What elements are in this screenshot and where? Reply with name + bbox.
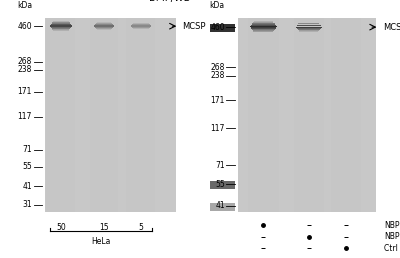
- Text: 171: 171: [210, 96, 225, 105]
- Bar: [252, 24, 275, 25]
- Bar: [132, 27, 150, 28]
- Text: 50: 50: [56, 223, 66, 232]
- Bar: [294, 18, 324, 212]
- Text: 460: 460: [17, 22, 32, 31]
- Bar: [251, 25, 276, 26]
- Text: 41: 41: [215, 201, 225, 211]
- Bar: [131, 25, 151, 26]
- Text: 268: 268: [210, 63, 225, 71]
- Text: 238: 238: [18, 65, 32, 74]
- Bar: [131, 26, 151, 27]
- Text: 238: 238: [210, 71, 225, 80]
- Bar: [96, 22, 112, 23]
- Bar: [248, 18, 278, 212]
- Bar: [238, 18, 376, 212]
- Bar: [254, 21, 273, 22]
- Bar: [252, 29, 274, 30]
- Bar: [45, 18, 176, 212]
- Bar: [250, 26, 277, 27]
- Bar: [298, 23, 319, 24]
- Bar: [95, 24, 113, 25]
- Text: NBP1-21361: NBP1-21361: [384, 221, 400, 230]
- Bar: [296, 25, 321, 26]
- Text: kDa: kDa: [17, 1, 32, 10]
- Bar: [52, 28, 70, 29]
- Bar: [90, 18, 118, 212]
- Bar: [133, 23, 149, 24]
- Bar: [298, 29, 320, 30]
- Bar: [254, 31, 274, 32]
- Bar: [52, 22, 70, 23]
- Bar: [298, 24, 320, 25]
- Text: NBP1-21362: NBP1-21362: [384, 232, 400, 241]
- Bar: [50, 24, 71, 25]
- Bar: [50, 25, 72, 26]
- Bar: [52, 29, 69, 30]
- Bar: [252, 23, 274, 24]
- Text: HeLa: HeLa: [91, 237, 110, 246]
- Bar: [52, 23, 70, 24]
- Text: 71: 71: [215, 161, 225, 170]
- Bar: [253, 30, 274, 31]
- Bar: [250, 27, 276, 28]
- Bar: [95, 27, 113, 28]
- Bar: [299, 31, 318, 32]
- Bar: [50, 26, 72, 27]
- Bar: [210, 181, 235, 189]
- Text: MCSP: MCSP: [383, 23, 400, 32]
- Bar: [95, 23, 113, 24]
- Bar: [331, 18, 361, 212]
- Bar: [299, 22, 319, 23]
- Text: 171: 171: [18, 87, 32, 96]
- Bar: [254, 32, 273, 33]
- Bar: [296, 26, 322, 27]
- Text: 55: 55: [215, 180, 225, 189]
- Bar: [210, 203, 235, 211]
- Text: 5: 5: [138, 223, 143, 232]
- Bar: [133, 28, 148, 29]
- Bar: [96, 28, 112, 29]
- Bar: [97, 29, 111, 30]
- Bar: [53, 21, 69, 22]
- Bar: [132, 24, 150, 25]
- Text: 268: 268: [18, 58, 32, 67]
- Bar: [94, 25, 114, 26]
- Text: kDa: kDa: [210, 1, 225, 10]
- Bar: [210, 24, 235, 32]
- Text: 15: 15: [99, 223, 109, 232]
- Bar: [51, 27, 70, 28]
- Text: 55: 55: [22, 162, 32, 171]
- Text: 31: 31: [22, 200, 32, 209]
- Bar: [297, 28, 320, 29]
- Bar: [296, 27, 322, 28]
- Bar: [299, 30, 319, 31]
- Text: 71: 71: [22, 146, 32, 155]
- Text: 460: 460: [210, 23, 225, 32]
- Bar: [94, 26, 114, 27]
- Text: 41: 41: [22, 182, 32, 191]
- Text: B. IP/WB: B. IP/WB: [149, 0, 190, 3]
- Bar: [46, 18, 75, 212]
- Text: MCSP: MCSP: [182, 22, 206, 31]
- Text: Ctrl IgG: Ctrl IgG: [384, 244, 400, 253]
- Bar: [251, 28, 276, 29]
- Text: 117: 117: [18, 112, 32, 121]
- Text: 117: 117: [210, 124, 225, 133]
- Bar: [126, 18, 155, 212]
